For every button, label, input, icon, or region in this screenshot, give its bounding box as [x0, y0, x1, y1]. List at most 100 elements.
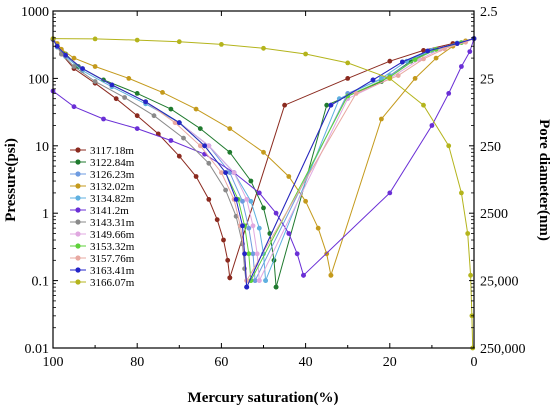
legend-label: 3153.32m [90, 241, 135, 253]
data-point [421, 102, 426, 108]
data-point [446, 143, 452, 149]
data-point [248, 178, 254, 184]
series-line-intrusion [52, 39, 248, 281]
legend-label: 3141.2m [90, 205, 129, 217]
data-point [176, 120, 182, 126]
ticks-layer: 100 80 60 40 20 0 0.01 0.1 1 10 100 1000 250,000 25,0… [21, 5, 526, 370]
y-tick-label: 0.1 [32, 275, 50, 290]
series-line-extrusion [229, 38, 475, 278]
series-line-extrusion [246, 38, 475, 288]
x-tick-label: 80 [130, 355, 144, 370]
legend-label: 3166.07m [90, 277, 135, 289]
data-point [233, 197, 239, 202]
data-point [109, 82, 115, 88]
data-point [345, 76, 351, 81]
data-point [412, 76, 418, 81]
data-point [219, 42, 224, 47]
legend-label: 3163.41m [90, 265, 135, 277]
data-point [113, 96, 119, 102]
data-point [219, 170, 224, 176]
legend-marker [75, 183, 81, 189]
data-point [246, 251, 252, 257]
data-point [59, 51, 64, 57]
series-line-extrusion [258, 38, 475, 281]
series-layer [50, 36, 477, 351]
data-point [202, 143, 208, 149]
legend-marker [75, 231, 81, 237]
data-point [446, 91, 452, 96]
series-line-intrusion [52, 39, 252, 281]
legend-marker [75, 219, 81, 225]
data-point [193, 106, 199, 112]
legend: 3117.18m3122.84m3126.23m3132.02m3134.82m… [70, 145, 135, 289]
data-point [379, 76, 384, 81]
legend-label: 3117.18m [90, 145, 134, 157]
data-point [206, 143, 212, 149]
data-point [379, 116, 384, 122]
data-point [294, 251, 300, 257]
data-point [181, 135, 186, 141]
x-tick-label: 60 [214, 355, 228, 370]
x-tick-label: 20 [383, 355, 397, 370]
x-tick-label: 40 [299, 355, 313, 370]
y-axis-title: Pressure(psi) [3, 138, 19, 222]
series-line-extrusion [250, 38, 475, 281]
data-point [92, 64, 98, 69]
series-3166.07m [50, 36, 476, 351]
data-point [273, 284, 279, 290]
data-point [134, 37, 140, 43]
data-point [328, 272, 334, 278]
series-line-intrusion [52, 39, 267, 281]
data-point [206, 160, 212, 166]
data-point [465, 231, 471, 236]
data-point [206, 197, 212, 202]
data-point [54, 43, 60, 49]
y2-tick-label: 250,000 [480, 342, 526, 357]
data-point [425, 48, 431, 54]
data-point [227, 275, 233, 281]
legend-marker [75, 255, 81, 261]
data-point [197, 126, 203, 131]
data-point [429, 123, 435, 128]
data-point [151, 113, 157, 119]
y2-tick-label: 250 [480, 140, 501, 155]
data-point [387, 58, 393, 64]
data-point [176, 39, 182, 45]
y2-tick-label: 25 [480, 72, 494, 87]
data-point [301, 272, 306, 278]
y-tick-label: 1 [42, 207, 49, 222]
y-tick-label: 0.01 [25, 342, 50, 357]
data-point [328, 102, 334, 108]
y-tick-label: 1000 [21, 5, 49, 20]
data-point [252, 278, 258, 283]
data-point [214, 217, 220, 223]
data-point [244, 284, 250, 290]
data-point [261, 45, 266, 51]
data-point [71, 55, 77, 61]
data-point [387, 190, 393, 196]
legend-label: 3157.76m [90, 253, 135, 265]
data-point [345, 60, 351, 66]
data-point [193, 174, 199, 179]
legend-label: 3122.84m [90, 157, 135, 169]
data-point [248, 198, 254, 204]
data-point [387, 76, 393, 81]
data-point [134, 113, 140, 119]
data-point [172, 120, 178, 126]
series-line-intrusion [52, 39, 231, 278]
y2-axis-title: Pore diameter(nm) [536, 119, 550, 241]
data-point [227, 149, 233, 155]
data-point [197, 143, 203, 149]
legend-marker [75, 147, 81, 153]
y2-tick-label: 25,000 [480, 275, 519, 290]
data-point [261, 149, 266, 155]
data-point [370, 77, 376, 83]
data-point [421, 56, 426, 62]
series-line-extrusion [265, 38, 475, 281]
data-point [286, 174, 292, 179]
data-point [168, 106, 174, 112]
data-point [303, 198, 308, 204]
data-point [223, 170, 229, 176]
data-point [92, 79, 98, 84]
data-point [134, 126, 140, 131]
